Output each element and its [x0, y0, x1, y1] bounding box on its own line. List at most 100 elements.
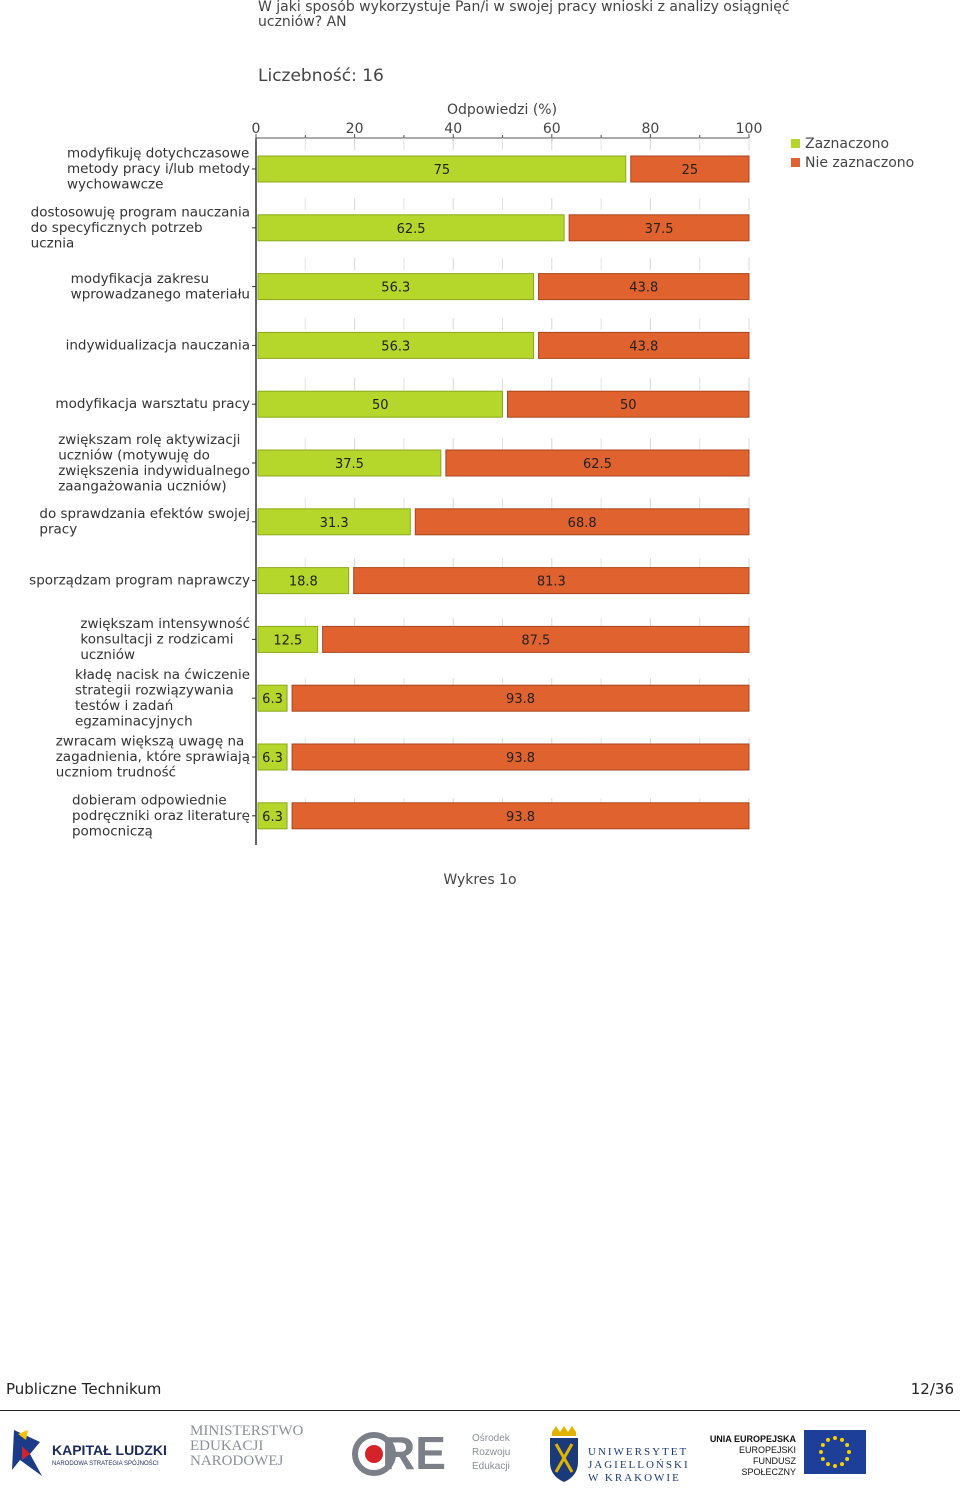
bar-zaznaczono	[257, 508, 411, 536]
category-label-line: podręczniki oraz literaturę	[72, 808, 250, 824]
uj-text: UNIWERSYTET JAGIELLOŃSKI W KRAKOWIE	[588, 1446, 690, 1485]
bar-zaznaczono	[257, 331, 535, 359]
category-label-text: zwiększam rolę aktywizacji uczniów (motyw…	[58, 432, 250, 495]
kapital-ludzki-logo: KAPITAŁ LUDZKI NARODOWA STRATEGIA SPÓJNO…	[10, 1424, 170, 1480]
footer-divider	[0, 1410, 960, 1411]
eu-star	[845, 1443, 850, 1447]
ministerstwo-line-3: NARODOWEJ	[190, 1453, 284, 1469]
ore-sub-line-2: Rozwoju	[472, 1447, 511, 1458]
category-label-line: wychowawcze	[67, 177, 163, 193]
data-label-nie-zaznaczono: 62.5	[583, 457, 612, 472]
category-label: sporządzam program naprawczy	[29, 573, 250, 589]
data-label-nie-zaznaczono: 87.5	[521, 633, 550, 648]
category-label-line: kładę nacisk na ćwiczenie	[75, 667, 250, 683]
bar-nie-zaznaczono	[291, 802, 750, 830]
bar-nie-zaznaczono	[445, 449, 750, 477]
ue-text: UNIA EUROPEJSKA EUROPEJSKI FUNDUSZ SPOŁE…	[706, 1434, 796, 1478]
x-axis-title: Odpowiedzi (%)	[447, 102, 557, 118]
ore-letters: RE	[382, 1427, 446, 1479]
category-label-line: do sprawdzania efektów swojej	[39, 506, 250, 522]
category-label-line: modyfikacja zakresu	[71, 271, 209, 287]
eu-star	[826, 1462, 830, 1467]
category-label-line: ucznia	[31, 235, 75, 251]
data-label-zaznaczono: 12.5	[273, 633, 302, 648]
category-label-line: wprowadzanego materiału	[71, 286, 250, 302]
kapital-ludzki-text: KAPITAŁ LUDZKI	[52, 1442, 167, 1458]
category-label: dobieram odpowiednie podręczniki oraz lit…	[72, 792, 250, 839]
eu-star	[820, 1457, 825, 1461]
eu-star	[847, 1450, 851, 1454]
category-label-line: zwiększam rolę aktywizacji	[58, 432, 240, 448]
eu-star	[833, 1464, 837, 1468]
category-label: zwiększam rolę aktywizacji uczniów (motyw…	[58, 432, 250, 495]
chart-caption: Wykres 1o	[443, 872, 517, 888]
bar-zaznaczono	[257, 449, 442, 477]
uj-line-1: UNIWERSYTET	[588, 1446, 689, 1458]
bar-nie-zaznaczono	[414, 508, 750, 536]
data-label-zaznaczono: 50	[372, 398, 389, 413]
data-label-nie-zaznaczono: 43.8	[629, 281, 658, 296]
ue-line-1: UNIA EUROPEJSKA	[709, 1434, 796, 1444]
category-label-line: uczniom trudność	[56, 765, 176, 781]
ore-circle-icon	[352, 1432, 396, 1476]
data-label-nie-zaznaczono: 50	[620, 398, 637, 413]
category-label-line: indywidualizacja nauczania	[66, 337, 250, 353]
bar-zaznaczono	[257, 802, 288, 830]
ore-subtext: Ośrodek Rozwoju Edukacji	[472, 1432, 510, 1474]
category-label: modyfikacja warsztatu pracy	[55, 396, 250, 412]
bar-nie-zaznaczono	[291, 684, 750, 712]
category-label-line: modyfikuję dotychczasowe	[67, 146, 249, 162]
eu-star	[840, 1462, 844, 1467]
ministerstwo-logo: MINISTERSTWO EDUKACJI NARODOWEJ	[190, 1424, 320, 1484]
legend-swatch	[791, 158, 800, 167]
category-label: modyfikuję dotychczasowe metody pracy i/l…	[67, 146, 250, 193]
uj-line-2: JAGIELLOŃSKI	[588, 1459, 690, 1471]
x-tick-label: 0	[252, 121, 261, 137]
data-label-zaznaczono: 31.3	[320, 516, 349, 531]
bar-nie-zaznaczono	[568, 214, 750, 242]
ore-logo: RE Ośrodek Rozwoju Edukacji	[352, 1424, 527, 1484]
category-labels: modyfikuję dotychczasowe metody pracy i/l…	[29, 146, 256, 839]
uj-logo: UNIWERSYTET JAGIELLOŃSKI W KRAKOWIE	[546, 1424, 688, 1488]
legend-label: Zaznaczono	[805, 136, 889, 152]
data-label-zaznaczono: 56.3	[381, 339, 410, 354]
legend: Zaznaczono Nie zaznaczono	[791, 136, 914, 171]
data-label-nie-zaznaczono: 25	[682, 163, 699, 178]
uj-crest-icon	[550, 1426, 578, 1482]
category-label-line: zagadnienia, które sprawiają	[56, 749, 250, 765]
category-label-line: dobieram odpowiednie	[72, 792, 227, 808]
data-label-nie-zaznaczono: 81.3	[537, 575, 566, 590]
category-label-text: dobieram odpowiednie podręczniki oraz lit…	[72, 792, 250, 839]
category-label: kładę nacisk na ćwiczenie strategii rozwi…	[75, 667, 250, 730]
eu-star	[819, 1450, 823, 1454]
category-label: zwiększam intensywność konsultacji z rodz…	[80, 616, 250, 663]
chart-question-title: W jaki sposób wykorzystuje Pan/i w swoje…	[258, 0, 790, 30]
sample-count: Liczebność: 16	[258, 66, 384, 86]
bar-zaznaczono	[257, 684, 288, 712]
x-tick-label: 60	[543, 121, 561, 137]
ue-line-2: EUROPEJSKI	[738, 1445, 796, 1455]
eu-star	[840, 1437, 844, 1442]
data-label-nie-zaznaczono: 37.5	[645, 222, 674, 237]
kapital-ludzki-subtext: NARODOWA STRATEGIA SPÓJNOŚCI	[52, 1461, 159, 1467]
data-label-zaznaczono: 6.3	[262, 810, 283, 825]
footer-school-name: Publiczne Technikum	[6, 1380, 162, 1398]
eu-star	[820, 1443, 825, 1447]
category-label-line: zwiększam intensywność	[80, 616, 250, 632]
eu-star	[845, 1457, 850, 1461]
data-label-zaznaczono: 75	[434, 163, 451, 178]
kapital-ludzki-star-icon	[12, 1430, 42, 1476]
data-label-zaznaczono: 6.3	[262, 692, 283, 707]
data-label-nie-zaznaczono: 93.8	[506, 810, 535, 825]
bar-zaznaczono	[257, 625, 319, 653]
category-label-line: zaangażowania uczniów)	[58, 478, 227, 494]
category-label: dostosowuję program nauczania do specyfic…	[31, 204, 250, 251]
category-label-line: metody pracy i/lub metody	[67, 161, 250, 177]
category-label-line: konsultacji z rodzicami	[80, 631, 233, 647]
category-label-text: dostosowuję program nauczania do specyfic…	[31, 204, 250, 251]
data-label-nie-zaznaczono: 43.8	[629, 339, 658, 354]
category-label: modyfikacja zakresu wprowadzanego materia…	[71, 271, 250, 303]
bar-nie-zaznaczono	[538, 273, 750, 301]
data-label-zaznaczono: 37.5	[335, 457, 364, 472]
legend-label: Nie zaznaczono	[805, 155, 914, 171]
